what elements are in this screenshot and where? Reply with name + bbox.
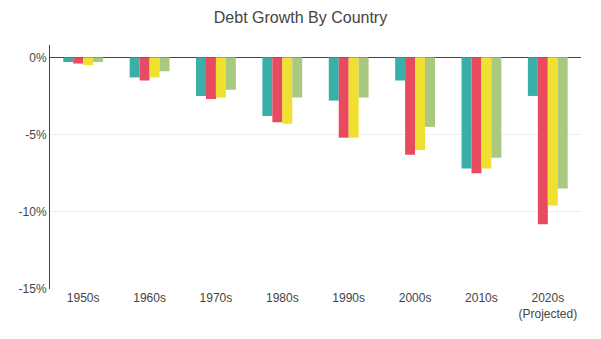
- svg-text:0%: 0%: [29, 51, 47, 65]
- svg-text:1950s: 1950s: [67, 291, 100, 305]
- svg-text:1960s: 1960s: [133, 291, 166, 305]
- svg-text:1970s: 1970s: [200, 291, 233, 305]
- svg-text:1990s: 1990s: [332, 291, 365, 305]
- svg-text:Debt Growth By Country: Debt Growth By Country: [214, 9, 387, 26]
- svg-text:-15%: -15%: [19, 282, 47, 296]
- svg-text:-10%: -10%: [19, 205, 47, 219]
- svg-text:2000s: 2000s: [399, 291, 432, 305]
- svg-text:-5%: -5%: [25, 128, 47, 142]
- svg-text:2020s(Projected): 2020s(Projected): [518, 291, 577, 321]
- svg-text:1980s: 1980s: [266, 291, 299, 305]
- svg-text:2010s: 2010s: [465, 291, 498, 305]
